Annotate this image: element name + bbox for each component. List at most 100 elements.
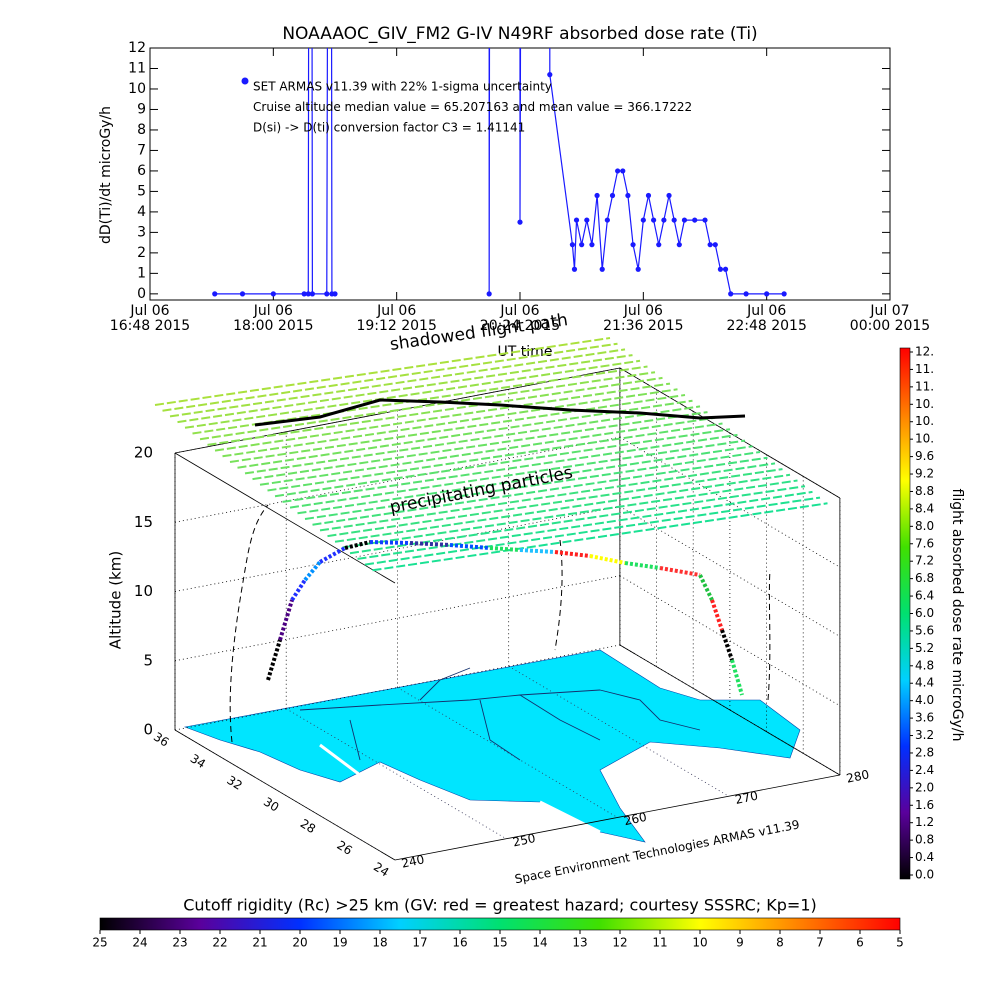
point	[609, 192, 616, 199]
tick-label: 5	[896, 936, 904, 950]
x-tick-label: 260	[623, 810, 648, 828]
flight-path	[589, 554, 626, 565]
flight-path	[319, 546, 346, 564]
point	[717, 266, 724, 272]
flight-path	[730, 659, 744, 696]
grid-line	[397, 687, 618, 818]
tick-label: 1.6	[915, 798, 934, 812]
particle-stripe	[237, 399, 693, 469]
particle-stripe	[184, 359, 641, 429]
point	[573, 217, 580, 223]
particle-stripe	[207, 376, 663, 446]
tick-label: 4.4	[915, 676, 934, 690]
point	[681, 217, 688, 223]
x-tick-label: Jul 06 18:00 2015	[233, 303, 314, 334]
colorbar-label: flight absorbed dose rate microGy/h	[949, 489, 965, 742]
y-tick-label: 11	[128, 60, 146, 76]
point	[305, 291, 311, 297]
tick-label: 4.0	[915, 693, 934, 707]
tick-label: 12	[612, 936, 627, 950]
particle-stripe	[214, 382, 671, 452]
flight-path	[720, 629, 734, 661]
particle-stripe	[244, 405, 701, 475]
tick-label: 7	[816, 936, 824, 950]
point	[692, 217, 698, 223]
coast	[319, 743, 601, 847]
point	[486, 291, 492, 297]
tick-label: 9.6	[915, 449, 934, 463]
particle-stripe	[304, 451, 761, 520]
point	[702, 217, 708, 223]
particle-stripe	[319, 462, 776, 532]
tick-label: 2.0	[915, 780, 934, 794]
point	[656, 242, 662, 248]
tick-label: 24	[132, 936, 147, 950]
y-tick-label: 9	[137, 101, 146, 117]
legend-marker	[241, 77, 249, 85]
colorbar	[899, 347, 911, 880]
y-tick-label: 4	[137, 204, 146, 220]
shadow-track	[254, 398, 746, 427]
map-land	[183, 649, 801, 843]
particle-stripe	[154, 337, 611, 406]
point	[599, 266, 605, 272]
particle-stripe	[334, 473, 791, 543]
tick-label: 7.6	[915, 536, 934, 550]
point	[301, 291, 307, 297]
annotation: Cruise altitude median value = 65.207163…	[253, 100, 692, 114]
particle-stripe	[177, 354, 633, 424]
tick-label: 18	[372, 936, 387, 950]
tick-label: 9.2	[915, 467, 934, 481]
z-tick-label: 20	[134, 444, 153, 462]
tick-label: 8.0	[915, 519, 934, 533]
point	[517, 219, 523, 225]
point	[676, 242, 682, 248]
point	[594, 192, 600, 199]
y-axis-label: dD(Ti)/dt microGy/h	[98, 106, 114, 244]
point	[645, 192, 652, 199]
point	[781, 291, 787, 297]
flight-path	[659, 566, 701, 577]
x-tick-label: 250	[511, 831, 536, 849]
flight-path	[266, 639, 282, 681]
annotation: Space Environment Technologies ARMAS v11…	[514, 817, 801, 886]
flight-path	[554, 550, 591, 558]
y-tick-label: 5	[137, 183, 146, 199]
point	[666, 192, 672, 199]
particle-stripe	[357, 490, 813, 560]
colorbar	[99, 917, 901, 931]
box-edge	[619, 644, 841, 776]
flight-path	[303, 560, 322, 582]
x-tick-label: Jul 06 16:48 2015	[109, 303, 191, 334]
tick-label: 8.4	[915, 501, 934, 515]
particle-stripe	[312, 456, 768, 526]
point	[547, 72, 553, 78]
point	[212, 291, 218, 297]
tick-label: 2.4	[915, 763, 934, 777]
flight-path	[710, 599, 724, 631]
particle-stripe	[297, 445, 753, 515]
x-tick-label: 270	[734, 789, 759, 807]
box-edge	[174, 452, 396, 584]
annotation: SET ARMAS v11.39 with 22% 1-sigma uncert…	[253, 80, 552, 94]
tick-label: 17	[412, 936, 427, 950]
y-tick-label: 1	[137, 265, 146, 281]
y-tick-label: 10	[128, 81, 146, 97]
tick-label: 7.2	[915, 554, 934, 568]
y-tick-label: 7	[137, 142, 146, 158]
point	[651, 217, 657, 223]
tick-label: 11.	[915, 379, 934, 393]
tick-label: 10.	[915, 432, 934, 446]
line	[214, 48, 335, 295]
tick-label: 14	[532, 936, 547, 950]
z-tick-label: 10	[134, 582, 153, 600]
particle-stripe	[342, 479, 798, 549]
point	[743, 291, 749, 297]
y-tick-label: 34	[188, 751, 208, 771]
point	[589, 242, 595, 248]
particle-stripe	[327, 468, 783, 538]
tick-label: 8	[776, 936, 784, 950]
tick-label: 8.8	[915, 484, 934, 498]
